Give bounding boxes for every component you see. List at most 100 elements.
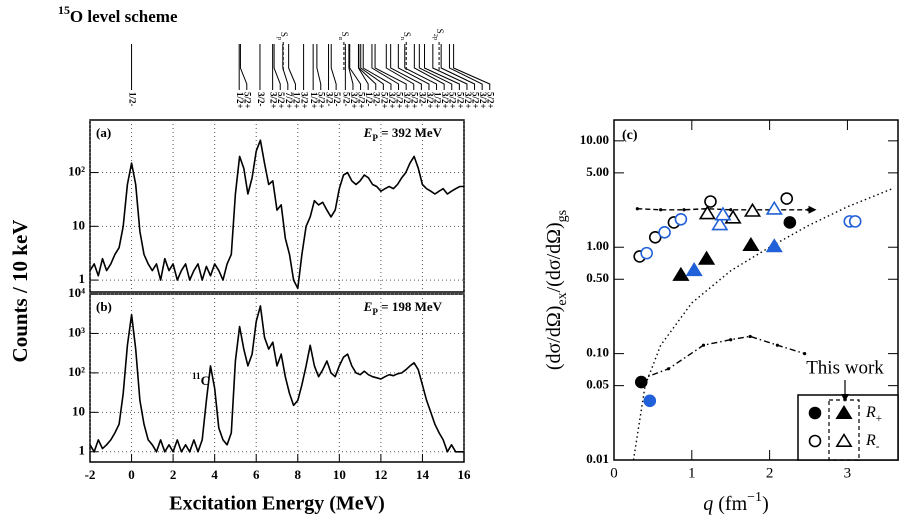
y-tick-label: 10 <box>72 403 85 418</box>
level-label: 5/2+ <box>379 92 389 109</box>
text-part: n <box>399 37 406 41</box>
text-part: = 392 MeV <box>378 125 443 140</box>
text-part: ex <box>555 292 570 305</box>
level-label: 5/2+ <box>243 92 253 109</box>
level-label: 1/2+ <box>291 92 301 109</box>
x-tick-label: 14 <box>416 467 430 482</box>
marker <box>742 236 760 251</box>
marker <box>658 226 671 239</box>
panel-label: (c) <box>622 128 638 143</box>
level-line <box>273 44 281 90</box>
text-part: 2p <box>432 34 439 40</box>
x-tick-label: 0 <box>128 467 135 482</box>
spectrum-line <box>89 139 464 290</box>
marker <box>765 238 783 253</box>
legend-marker <box>835 432 853 448</box>
peak-label: 11C <box>192 371 210 388</box>
curve <box>632 187 895 461</box>
curve <box>639 335 805 381</box>
marker <box>783 216 797 229</box>
marker <box>643 394 657 408</box>
level-label: 5/2- <box>332 92 342 107</box>
x-tick-label: 1 <box>688 465 696 481</box>
text-part: gs <box>555 210 570 222</box>
legend-label: R- <box>865 432 880 453</box>
level-label: 3/2+ <box>387 92 397 109</box>
plot-frame <box>89 119 465 293</box>
text-part: E <box>363 125 373 140</box>
text-part: q <box>703 493 713 515</box>
curve-point <box>775 343 779 347</box>
level-label: 1/2+ <box>235 92 245 109</box>
x-axis-label: q (fm−1) <box>703 490 768 515</box>
level-label: 1/2- <box>364 92 374 107</box>
marker <box>711 216 729 231</box>
text-part: p <box>276 37 283 40</box>
level-label: 3/2- <box>256 92 266 107</box>
text-part: P <box>372 133 378 143</box>
text-part: R <box>865 432 876 449</box>
curve-point <box>803 352 807 356</box>
y-tick-label: 10² <box>68 164 85 179</box>
marker <box>765 200 783 215</box>
threshold-label: S2p <box>432 29 445 40</box>
plot-frame <box>89 293 465 463</box>
text-part: (fm <box>713 493 747 515</box>
level-label: 5/2+ <box>448 92 458 109</box>
marker <box>743 202 762 217</box>
marker <box>714 206 732 221</box>
level-label: 5/2+ <box>394 92 404 109</box>
level-label: 3/2+ <box>425 92 435 109</box>
x-tick-label: 12 <box>374 467 387 482</box>
annotation: EP = 198 MeV <box>363 299 443 317</box>
x-tick-label: -2 <box>85 467 96 482</box>
level-label: 5/2+ <box>486 92 496 109</box>
level-label: 5/2+ <box>455 92 465 109</box>
level-label: 3/2+ <box>463 92 473 109</box>
level-label: 5/2- <box>341 92 351 107</box>
x-tick-label: 8 <box>295 467 302 482</box>
threshold-label: Sα <box>337 32 350 41</box>
curve-point <box>701 343 706 347</box>
y-tick-label: 0.05 <box>586 377 609 392</box>
level-label: 3/2- <box>372 92 382 107</box>
spectrum-line <box>89 305 464 453</box>
level-line <box>362 44 392 90</box>
threshold-label: Sp <box>276 32 289 40</box>
level-line <box>390 44 422 90</box>
x-tick-label: 10 <box>333 467 346 482</box>
level-label: 3/2- <box>417 92 427 107</box>
level-line <box>374 44 407 90</box>
level-label: 1/2- <box>127 92 137 107</box>
panel-label: (a) <box>96 125 111 140</box>
y-axis-label: (dσ/dΩ)ex/(dσ/dΩ)gs <box>543 210 570 370</box>
level-label: 5/2+ <box>410 92 420 109</box>
legend-label: R+ <box>865 404 882 425</box>
level-line <box>418 44 453 90</box>
marker <box>634 375 648 389</box>
text-part: (dσ/dΩ) <box>543 306 565 371</box>
level-label: 7/2+ <box>284 92 294 109</box>
plot-frame <box>613 119 899 461</box>
arrow-head <box>808 205 817 214</box>
marker <box>698 250 716 265</box>
level-label: 3/2+ <box>349 92 359 109</box>
level-line <box>239 44 248 90</box>
text-part: /(dσ/dΩ) <box>543 222 565 292</box>
level-label: 5/2+ <box>317 92 327 109</box>
level-label: 3/2+ <box>440 92 450 109</box>
level-line <box>371 44 400 90</box>
x-axis-label: Excitation Energy (MeV) <box>169 493 385 515</box>
level-line <box>282 44 289 90</box>
curve-point <box>729 208 733 212</box>
level-line <box>413 44 445 90</box>
x-tick-label: 3 <box>844 465 852 481</box>
level-line <box>385 44 415 90</box>
x-tick-label: 2 <box>170 467 177 482</box>
level-label: 3/2+ <box>269 92 279 109</box>
threshold-label: Sn <box>399 32 412 41</box>
level-line <box>348 44 354 90</box>
curve-point <box>666 367 671 371</box>
y-tick-label: 1.00 <box>586 238 609 253</box>
